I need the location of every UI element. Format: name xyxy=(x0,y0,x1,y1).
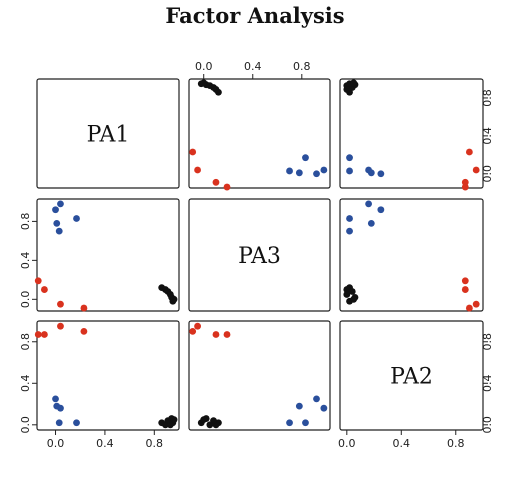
data-point-blue xyxy=(57,404,64,412)
data-point-red xyxy=(34,277,42,285)
data-point-red xyxy=(472,166,480,174)
data-point-red xyxy=(465,148,473,156)
data-point-red xyxy=(212,331,220,338)
data-point-red xyxy=(472,300,480,308)
diagonal-label-pa1: PA1 xyxy=(87,123,130,148)
data-point-blue xyxy=(52,206,59,214)
y-tick-label-right-pa1: 0.4 xyxy=(481,127,494,145)
x-tick-label-top-pa3: 0.8 xyxy=(293,60,311,73)
data-point-red xyxy=(461,183,469,191)
data-point-blue xyxy=(295,169,303,177)
data-point-blue xyxy=(302,419,309,427)
data-point-red xyxy=(34,331,42,338)
x-tick-label-bottom-pa2: 0.0 xyxy=(338,437,356,450)
data-point-red xyxy=(80,304,88,312)
data-point-red xyxy=(80,327,88,335)
data-point-black xyxy=(200,416,208,424)
y-tick-label-left-pa3: 0.8 xyxy=(19,213,32,231)
data-point-black xyxy=(350,295,358,303)
data-point-blue xyxy=(52,395,59,403)
data-point-blue xyxy=(365,166,372,174)
y-tick-label-right-pa1: 0.0 xyxy=(481,165,494,183)
data-point-blue xyxy=(365,200,372,208)
diagonal-label-pa2: PA2 xyxy=(390,365,433,390)
data-point-blue xyxy=(320,166,328,174)
data-point-blue xyxy=(367,219,375,227)
data-point-red xyxy=(461,286,469,293)
data-point-red xyxy=(223,183,231,191)
data-point-black xyxy=(170,295,178,303)
y-tick-label-left-pa2: 0.8 xyxy=(19,333,32,351)
x-tick-label-bottom-pa1: 0.0 xyxy=(47,437,65,450)
chart-title: Factor Analysis xyxy=(165,3,345,28)
panel-pa1-pa3 xyxy=(188,78,331,189)
data-point-blue xyxy=(346,215,353,222)
data-point-blue xyxy=(302,154,309,162)
data-point-red xyxy=(194,322,201,330)
y-tick-label-right-pa2: 0.4 xyxy=(481,375,494,393)
y-tick-label-left-pa2: 0.0 xyxy=(19,416,32,434)
data-point-black xyxy=(170,416,178,424)
panel-pa3-pa3 xyxy=(188,198,331,312)
y-tick-label-right-pa1: 0.8 xyxy=(481,89,494,107)
data-point-blue xyxy=(346,167,353,175)
y-tick-label-left-pa2: 0.4 xyxy=(19,375,32,393)
x-tick-label-bottom-pa2: 0.8 xyxy=(447,437,465,450)
x-tick-label-top-pa3: 0.0 xyxy=(195,60,213,73)
data-point-blue xyxy=(286,167,293,175)
data-point-blue xyxy=(295,402,303,410)
data-point-black xyxy=(200,79,208,87)
data-point-red xyxy=(461,178,469,186)
data-point-red xyxy=(57,322,64,330)
data-point-red xyxy=(189,327,197,335)
x-tick-label-bottom-pa1: 0.8 xyxy=(146,437,164,450)
data-point-red xyxy=(41,331,48,338)
panel-pa2-pa1 xyxy=(36,320,180,431)
panel-pa1-pa1 xyxy=(36,78,180,189)
panel-pa3-pa1 xyxy=(36,198,180,312)
data-point-blue xyxy=(320,404,328,412)
panel-pa3-pa2 xyxy=(339,198,484,312)
data-point-blue xyxy=(346,227,353,235)
data-point-red xyxy=(57,300,64,308)
data-point-blue xyxy=(377,206,385,214)
data-point-blue xyxy=(57,200,64,208)
panel-pa2-pa3 xyxy=(188,320,331,431)
data-point-red xyxy=(189,148,197,156)
data-point-black xyxy=(348,288,356,295)
x-tick-label-top-pa3: 0.4 xyxy=(244,60,262,73)
data-point-red xyxy=(465,304,473,312)
data-point-blue xyxy=(346,154,353,162)
data-point-blue xyxy=(377,170,385,178)
data-point-red xyxy=(212,178,220,186)
data-point-black xyxy=(343,291,351,298)
x-tick-label-bottom-pa1: 0.4 xyxy=(96,437,114,450)
data-point-red xyxy=(461,277,469,285)
panel-pa1-pa2 xyxy=(339,78,484,189)
data-point-black xyxy=(350,79,358,87)
diagonal-label-pa3: PA3 xyxy=(238,244,281,269)
y-tick-label-right-pa2: 0.8 xyxy=(481,333,494,351)
x-tick-label-bottom-pa2: 0.4 xyxy=(393,437,411,450)
data-point-black xyxy=(206,421,214,429)
data-point-blue xyxy=(53,219,61,227)
data-point-blue xyxy=(73,419,80,427)
data-point-blue xyxy=(286,419,293,427)
y-tick-label-left-pa3: 0.4 xyxy=(19,252,32,270)
data-point-blue xyxy=(55,227,63,235)
y-tick-label-left-pa3: 0.0 xyxy=(19,291,32,309)
data-point-red xyxy=(223,331,231,338)
data-point-blue xyxy=(313,395,320,403)
data-point-red xyxy=(41,286,48,293)
panel-pa2-pa2 xyxy=(339,320,484,431)
data-point-blue xyxy=(73,215,80,222)
data-point-red xyxy=(194,166,201,174)
data-point-blue xyxy=(313,170,320,178)
data-point-blue xyxy=(55,419,63,427)
y-tick-label-right-pa2: 0.0 xyxy=(481,416,494,434)
data-point-black xyxy=(343,286,351,293)
